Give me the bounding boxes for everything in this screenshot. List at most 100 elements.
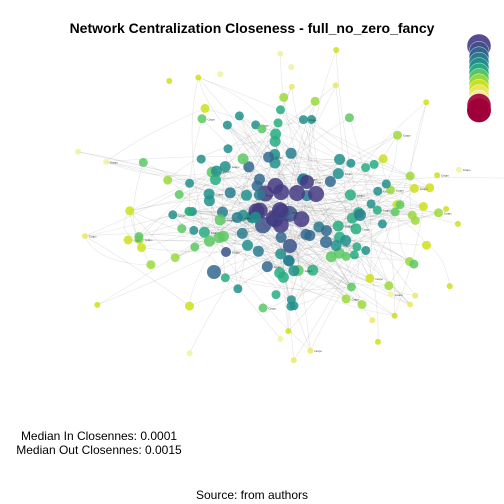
node-label: Grupo: [314, 349, 322, 353]
network-edge: [297, 49, 337, 271]
network-edge: [291, 86, 339, 227]
network-edge: [84, 235, 190, 307]
network-node: [288, 83, 295, 90]
network-edge: [274, 154, 351, 164]
network-node: [344, 189, 356, 201]
node-label: Grupo: [305, 269, 313, 273]
network-edge: [198, 77, 292, 154]
node-label: Grupo: [244, 216, 252, 220]
network-edge: [106, 161, 281, 211]
network-node: [409, 259, 419, 269]
network-edge: [201, 118, 327, 231]
network-node: [369, 317, 376, 324]
network-node: [273, 118, 283, 128]
network-node: [94, 301, 101, 308]
network-node: [340, 235, 352, 246]
closeness-stats: Median In Closennes: 0.0001 Median Out C…: [14, 429, 184, 457]
network-edge: [216, 170, 347, 300]
network-edge: [191, 77, 205, 233]
network-node: [174, 190, 184, 199]
network-edge: [209, 200, 291, 247]
network-node: [455, 166, 462, 173]
network-edge: [179, 159, 340, 195]
network-edge: [339, 159, 390, 286]
network-node: [272, 216, 289, 233]
median-out-closeness: Median Out Closennes: 0.0015: [16, 443, 182, 457]
node-label: Grupo: [463, 168, 471, 172]
network-edge: [290, 250, 367, 307]
network-node: [332, 220, 344, 232]
network-edge: [84, 101, 316, 237]
network-node: [307, 264, 319, 276]
network-node: [310, 96, 320, 106]
network-node: [200, 103, 210, 113]
node-label: Grupo: [290, 210, 298, 214]
network-edge: [289, 200, 424, 215]
network-edge: [242, 158, 311, 351]
network-node: [325, 251, 337, 263]
network-edge: [97, 158, 384, 306]
network-edge: [204, 86, 293, 233]
network-node: [224, 187, 236, 199]
node-label: Grupo: [352, 297, 360, 301]
network-node: [231, 212, 243, 223]
network-node: [365, 273, 375, 283]
network-node: [346, 158, 356, 168]
node-label: Grupo: [441, 174, 449, 178]
network-node: [138, 157, 148, 167]
network-edge: [258, 250, 389, 287]
color-legend: [466, 33, 492, 123]
network-node: [391, 312, 398, 319]
network-node: [405, 171, 415, 181]
network-node: [344, 113, 354, 123]
network-node: [125, 206, 135, 216]
network-edge: [234, 166, 250, 289]
network-edge: [283, 277, 395, 316]
network-edge: [315, 192, 424, 207]
node-label: Grupo: [275, 156, 283, 160]
network-edge: [262, 270, 299, 309]
network-node: [330, 240, 342, 251]
network-node: [283, 255, 295, 267]
network-edge: [239, 115, 320, 228]
network-edge: [237, 217, 395, 316]
network-node: [279, 92, 289, 102]
network-edge: [311, 119, 337, 246]
chart-title: Network Centralization Closeness - full_…: [69, 20, 435, 36]
network-edge: [280, 109, 357, 230]
network-node: [236, 227, 248, 239]
network-node: [366, 199, 376, 209]
network-edge: [311, 119, 411, 177]
network-edge: [239, 115, 411, 305]
network-node: [203, 235, 215, 247]
network-node: [361, 163, 371, 173]
network-node: [75, 148, 81, 155]
node-label: Grupo: [403, 134, 411, 138]
node-label: Grupo: [261, 123, 269, 127]
node-layer: Grupo Grupo Grupo Grupo Grupo Grupo Grupo Grupo…: [75, 47, 471, 364]
network-edge: [280, 109, 359, 213]
network-node: [234, 111, 244, 121]
network-node: [233, 284, 243, 294]
node-label: Grupo: [89, 235, 97, 239]
node-label: Grupo: [269, 307, 277, 311]
legend-swatch: [467, 98, 491, 123]
network-node: [177, 224, 187, 234]
network-edge: [252, 217, 411, 305]
network-node: [423, 99, 430, 106]
network-edge: [293, 183, 387, 361]
network-node: [221, 247, 231, 257]
network-node: [198, 226, 210, 238]
network-edge: [105, 161, 213, 176]
network-node: [275, 248, 287, 260]
node-label: Grupo: [227, 218, 235, 222]
node-label: Grupo: [178, 213, 186, 217]
network-node: [189, 225, 199, 235]
network-edge: [225, 189, 391, 279]
network-edge: [237, 217, 363, 305]
network-edge: [201, 158, 415, 265]
network-node: [254, 173, 265, 185]
node-label: Grupo: [395, 293, 403, 297]
network-edge: [335, 85, 347, 257]
network-edge: [172, 214, 371, 279]
